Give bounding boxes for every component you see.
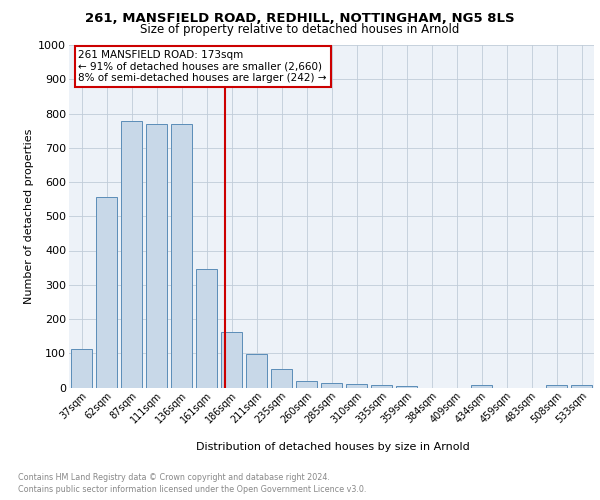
Bar — [296, 380, 317, 388]
Bar — [571, 385, 592, 388]
Bar — [96, 196, 117, 388]
Bar — [371, 385, 392, 388]
Bar — [121, 121, 142, 388]
Bar — [396, 386, 417, 388]
Bar — [71, 349, 92, 388]
Text: Size of property relative to detached houses in Arnold: Size of property relative to detached ho… — [140, 22, 460, 36]
Bar — [271, 370, 292, 388]
Bar — [171, 124, 192, 388]
Text: 261 MANSFIELD ROAD: 173sqm
← 91% of detached houses are smaller (2,660)
8% of se: 261 MANSFIELD ROAD: 173sqm ← 91% of deta… — [79, 50, 327, 84]
Y-axis label: Number of detached properties: Number of detached properties — [24, 128, 34, 304]
Text: Contains HM Land Registry data © Crown copyright and database right 2024.: Contains HM Land Registry data © Crown c… — [18, 472, 330, 482]
Text: Contains public sector information licensed under the Open Government Licence v3: Contains public sector information licen… — [18, 485, 367, 494]
Bar — [321, 383, 342, 388]
Bar — [221, 332, 242, 388]
Bar — [246, 354, 267, 388]
Bar — [196, 270, 217, 388]
Bar — [346, 384, 367, 388]
Bar — [471, 385, 492, 388]
Text: 261, MANSFIELD ROAD, REDHILL, NOTTINGHAM, NG5 8LS: 261, MANSFIELD ROAD, REDHILL, NOTTINGHAM… — [85, 12, 515, 25]
Text: Distribution of detached houses by size in Arnold: Distribution of detached houses by size … — [196, 442, 470, 452]
Bar — [546, 385, 567, 388]
Bar — [146, 124, 167, 388]
